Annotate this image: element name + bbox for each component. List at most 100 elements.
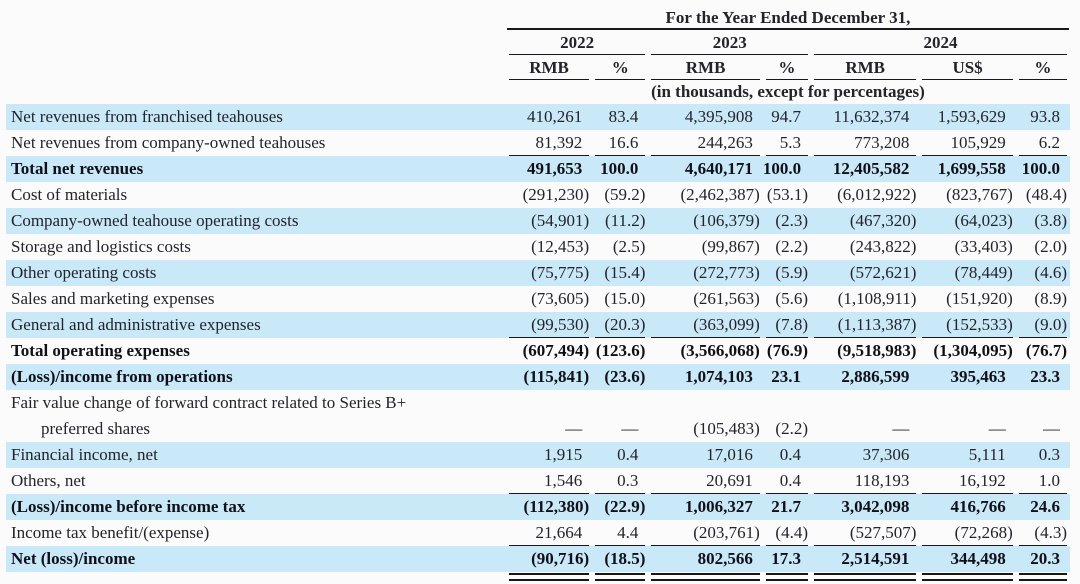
value-cell: (59.2) <box>604 185 646 204</box>
value-cell: (2.5) <box>612 237 646 256</box>
value-cell: (261,563) <box>693 289 760 308</box>
value-cell: (2.0) <box>1034 237 1067 256</box>
value-cell: 16,192 <box>919 468 1015 494</box>
value-cell: 20,691 <box>648 468 762 494</box>
value-cell: (112,380) <box>505 494 593 520</box>
value-cell: (3.8) <box>1015 208 1070 234</box>
value-cell: (7.8) <box>762 312 811 338</box>
value-cell: (15.0) <box>604 289 646 308</box>
row-label-line2: preferred shares <box>41 419 151 438</box>
col-header-pct-2024: % <box>1016 55 1070 80</box>
value-cell: (5.9) <box>762 260 811 286</box>
income-statement-body: Net revenues from franchised teahouses 41… <box>6 104 1070 581</box>
value-cell: (4.3) <box>1016 520 1070 546</box>
value-cell: (1,113,387) <box>810 312 920 338</box>
value-cell: (1,108,911) <box>837 289 917 308</box>
value-cell: (8.9) <box>1034 289 1067 308</box>
col-header-rmb-2023: RMB <box>648 55 762 80</box>
value-cell: (151,920) <box>946 289 1013 308</box>
value-cell: (48.4) <box>1025 185 1067 204</box>
value-cell: (3,566,068) <box>680 341 760 360</box>
value-cell: (76.7) <box>1025 341 1067 360</box>
row-label: Other operating costs <box>6 260 506 286</box>
row-label: Net revenues from franchised teahouses <box>6 104 506 130</box>
row-label: Total operating expenses <box>11 341 190 360</box>
col-header-rmb-2022: RMB <box>506 55 592 80</box>
value-cell: 773,208 <box>811 130 919 156</box>
year-2023: 2023 <box>648 30 811 55</box>
table-row: Cost of materials (291,230) (59.2) (2,462,3… <box>6 182 1070 208</box>
value-cell: (72,268) <box>919 520 1015 546</box>
value-cell: (53.1) <box>766 185 808 204</box>
col-header-usd-2024: US$ <box>919 55 1015 80</box>
value-cell: — <box>621 419 639 438</box>
income-statement-table: For the Year Ended December 31, 2022 202… <box>6 6 1070 581</box>
value-cell: (572,621) <box>810 260 920 286</box>
table-row: Financial income, net 1,915 0.4 17,016 0.4 37… <box>6 442 1070 468</box>
value-cell: 118,193 <box>811 468 919 494</box>
value-cell: (9,518,983) <box>837 341 917 360</box>
table-row: General and administrative expenses (99,5… <box>6 312 1070 338</box>
value-cell: (363,099) <box>648 312 763 338</box>
value-cell: (106,379) <box>648 208 763 234</box>
value-cell: 17,016 <box>648 442 763 468</box>
value-cell: 491,653 <box>505 156 593 182</box>
value-cell: 4.4 <box>592 520 648 546</box>
row-label: Net revenues from company-owned teahouse… <box>11 133 326 152</box>
value-cell: 395,463 <box>919 364 1016 390</box>
value-cell: (152,533) <box>919 312 1016 338</box>
value-cell: (99,867) <box>701 237 760 256</box>
year-row: 2022 2023 2024 <box>6 30 1070 55</box>
value-cell: 1,699,558 <box>919 156 1016 182</box>
value-cell: 1,915 <box>505 442 593 468</box>
value-cell: (12,453) <box>531 237 590 256</box>
table-row: Storage and logistics costs (12,453) (2.5)… <box>6 234 1070 260</box>
table-row: Total operating expenses (607,494) (123.6)… <box>6 338 1070 364</box>
value-cell: (15.4) <box>592 260 649 286</box>
header-spacer <box>6 55 506 80</box>
value-cell: (1,304,095) <box>933 341 1013 360</box>
row-label: Income tax benefit/(expense) <box>11 523 210 542</box>
table-row: (Loss)/income before income tax (112,380)… <box>6 494 1070 520</box>
value-cell: 244,263 <box>648 130 762 156</box>
value-cell: (291,230) <box>522 185 590 204</box>
value-cell: (23.6) <box>592 364 649 390</box>
row-label: Storage and logistics costs <box>11 237 191 256</box>
value-cell: 23.3 <box>1015 364 1070 390</box>
table-row: Company-owned teahouse operating costs (5… <box>6 208 1070 234</box>
value-cell: 1.0 <box>1016 468 1070 494</box>
header-spacer <box>6 30 506 55</box>
value-cell: 16.6 <box>592 130 648 156</box>
value-cell: 11,632,374 <box>810 104 920 130</box>
units-note: (in thousands, except for percentages) <box>651 82 925 101</box>
table-row: Total net revenues 491,653 100.0 4,640,171 1… <box>6 156 1070 182</box>
value-cell: 23.1 <box>762 364 811 390</box>
value-cell: (22.9) <box>592 494 649 520</box>
value-cell: (73,605) <box>531 289 590 308</box>
value-cell: 21,664 <box>506 520 592 546</box>
value-cell: (243,822) <box>849 237 917 256</box>
table-row: Other operating costs (75,775) (15.4) (272,… <box>6 260 1070 286</box>
year-2022: 2022 <box>506 30 649 55</box>
value-cell: (99,530) <box>505 312 593 338</box>
value-cell: (64,023) <box>919 208 1016 234</box>
value-cell: 105,929 <box>919 130 1015 156</box>
value-cell: 20.3 <box>1015 546 1070 581</box>
value-cell: 0.3 <box>592 468 648 494</box>
value-cell: (823,767) <box>946 185 1013 204</box>
col-header-rmb-2024: RMB <box>811 55 919 80</box>
table-row: Net revenues from company-owned teahouse… <box>6 130 1070 156</box>
units-row: (in thousands, except for percentages) <box>6 80 1070 104</box>
value-cell: 81,392 <box>506 130 592 156</box>
value-cell: (2,462,387) <box>680 185 760 204</box>
value-cell: 2,514,591 <box>810 546 920 581</box>
value-cell: 94.7 <box>762 104 811 130</box>
value-cell: (115,841) <box>505 364 593 390</box>
value-cell: (607,494) <box>522 341 590 360</box>
value-cell: (272,773) <box>648 260 763 286</box>
row-label: (Loss)/income from operations <box>6 364 506 390</box>
row-label: Fair value change of forward contract re… <box>6 390 506 442</box>
value-cell: 416,766 <box>919 494 1016 520</box>
row-label: Sales and marketing expenses <box>11 289 215 308</box>
row-label: Others, net <box>11 471 86 490</box>
